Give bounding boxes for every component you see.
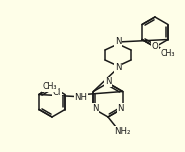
Text: CH₃: CH₃ (161, 49, 175, 58)
Text: NH₂: NH₂ (114, 126, 130, 135)
Text: O: O (152, 42, 158, 51)
Text: N: N (105, 78, 111, 86)
Text: N: N (92, 104, 99, 113)
Text: CH₃: CH₃ (43, 82, 57, 91)
Text: N: N (117, 104, 124, 113)
Text: N: N (115, 38, 121, 47)
Text: NH: NH (74, 93, 87, 102)
Text: Cl: Cl (53, 88, 61, 97)
Text: N: N (115, 64, 121, 73)
